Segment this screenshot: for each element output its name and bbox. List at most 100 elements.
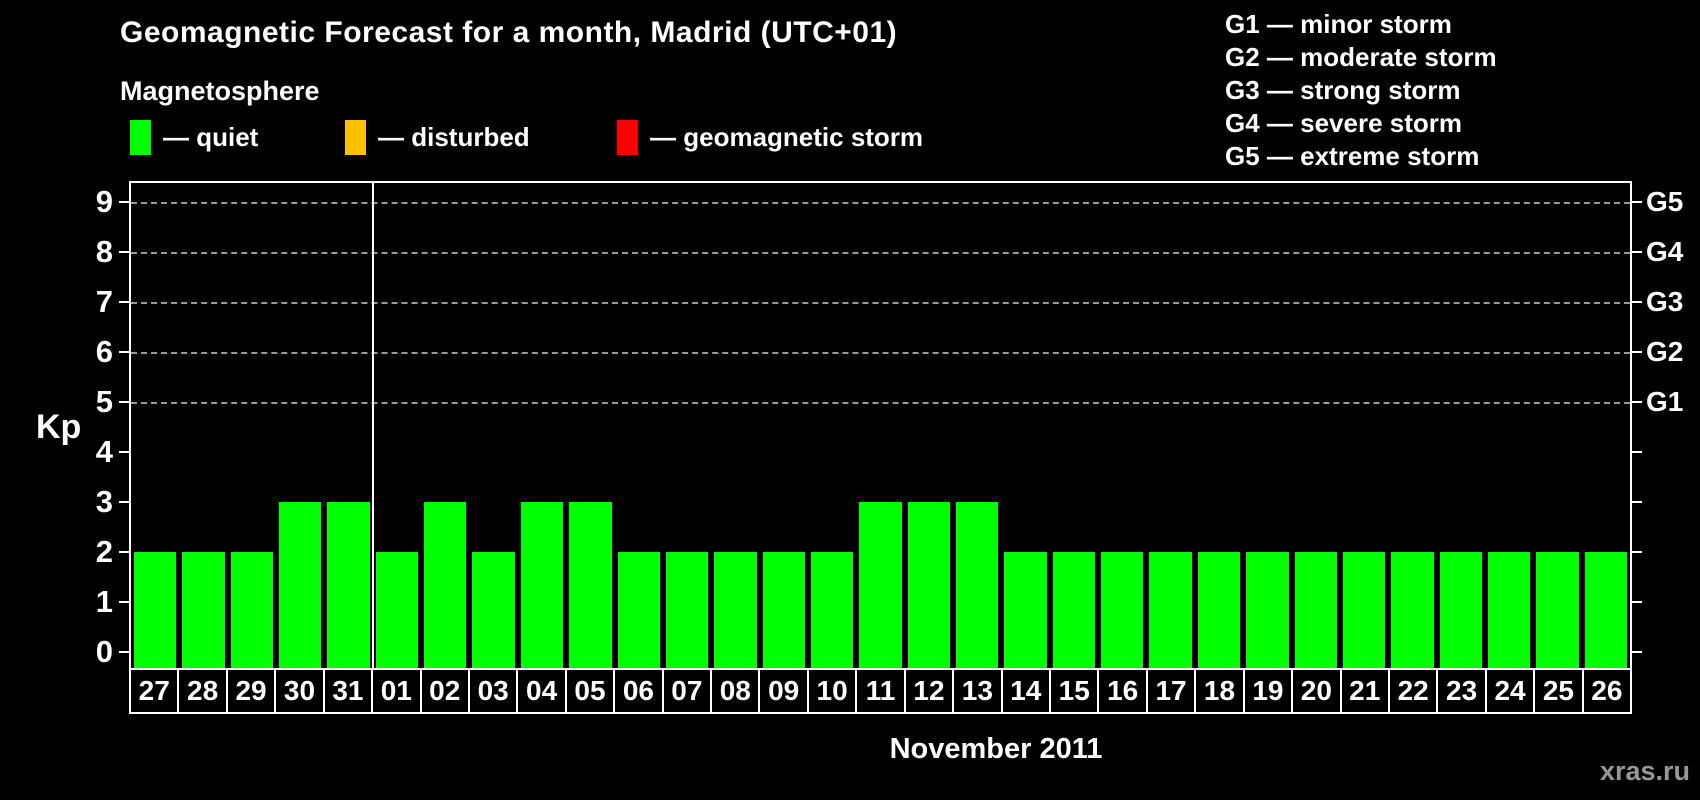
storm-legend-line-3: G3 — strong storm bbox=[1225, 75, 1461, 105]
right-axis-label-G1: G1 bbox=[1646, 386, 1684, 417]
kp-bar-day-16 bbox=[1101, 552, 1144, 668]
legend-label-disturbed: — disturbed bbox=[378, 122, 530, 152]
y-tick-right-6 bbox=[1630, 351, 1642, 353]
kp-bar-day-10 bbox=[810, 552, 854, 668]
y-tick-right-8 bbox=[1630, 251, 1642, 253]
day-cell-20: 20 bbox=[1291, 668, 1342, 714]
kp-bar-day-01 bbox=[375, 552, 419, 668]
y-axis-title: Kp bbox=[36, 408, 82, 446]
gridline-kp8 bbox=[131, 252, 1630, 254]
y-tick-left-3 bbox=[119, 501, 131, 503]
kp-bar-day-12 bbox=[907, 502, 951, 668]
y-tick-left-1 bbox=[119, 601, 131, 603]
day-cell-04: 04 bbox=[516, 668, 567, 714]
kp-bar-day-09 bbox=[762, 552, 805, 668]
y-tick-right-4 bbox=[1630, 451, 1642, 453]
y-tick-label-1: 1 bbox=[95, 584, 113, 619]
day-cell-28: 28 bbox=[177, 668, 228, 714]
kp-bar-day-18 bbox=[1197, 552, 1241, 668]
chart-title: Geomagnetic Forecast for a month, Madrid… bbox=[120, 16, 898, 49]
kp-bar-day-29 bbox=[230, 552, 274, 668]
day-cell-11: 11 bbox=[855, 668, 906, 714]
kp-bar-day-17 bbox=[1149, 552, 1192, 668]
y-tick-label-0: 0 bbox=[95, 634, 113, 669]
gridline-kp5 bbox=[131, 402, 1630, 404]
y-tick-label-4: 4 bbox=[95, 434, 113, 469]
right-axis-label-G4: G4 bbox=[1646, 236, 1684, 267]
y-tick-right-5 bbox=[1630, 401, 1642, 403]
legend-item-disturbed: — disturbed bbox=[345, 120, 530, 155]
right-axis-label-G3: G3 bbox=[1646, 286, 1684, 317]
geomagnetic-storm-color-swatch bbox=[617, 120, 638, 155]
day-cell-29: 29 bbox=[225, 668, 277, 714]
day-cell-27: 27 bbox=[129, 668, 180, 714]
day-cell-03: 03 bbox=[467, 668, 519, 714]
y-tick-right-2 bbox=[1630, 551, 1642, 553]
legend-item-quiet: — quiet bbox=[130, 120, 258, 155]
day-cell-18: 18 bbox=[1194, 668, 1245, 714]
y-tick-label-5: 5 bbox=[95, 384, 113, 419]
watermark: xras.ru bbox=[1599, 756, 1690, 786]
kp-bar-day-23 bbox=[1439, 552, 1482, 668]
month-boundary-line bbox=[371, 183, 374, 668]
day-cell-21: 21 bbox=[1339, 668, 1390, 714]
y-tick-label-7: 7 bbox=[95, 284, 113, 319]
storm-legend-line-5: G5 — extreme storm bbox=[1225, 141, 1480, 171]
kp-bar-day-20 bbox=[1294, 552, 1337, 668]
kp-bar-day-05 bbox=[569, 502, 612, 668]
legend-label-geomagnetic-storm: — geomagnetic storm bbox=[650, 122, 924, 152]
kp-bar-day-24 bbox=[1487, 552, 1531, 668]
day-cell-01: 01 bbox=[371, 668, 422, 714]
kp-bar-day-28 bbox=[182, 552, 225, 668]
y-tick-left-7 bbox=[119, 301, 131, 303]
legend-item-geomagnetic-storm: — geomagnetic storm bbox=[617, 120, 923, 155]
day-cell-15: 15 bbox=[1049, 668, 1100, 714]
gridline-kp6 bbox=[131, 352, 1630, 354]
day-cell-24: 24 bbox=[1484, 668, 1536, 714]
day-cell-14: 14 bbox=[1000, 668, 1052, 714]
kp-bar-day-02 bbox=[424, 502, 467, 668]
kp-bar-day-25 bbox=[1536, 552, 1579, 668]
day-cell-09: 09 bbox=[758, 668, 809, 714]
storm-legend-line-2: G2 — moderate storm bbox=[1225, 42, 1497, 72]
gridline-kp7 bbox=[131, 302, 1630, 304]
day-cell-06: 06 bbox=[613, 668, 664, 714]
right-axis-label-G5: G5 bbox=[1646, 186, 1684, 217]
plot-area bbox=[129, 181, 1632, 670]
plot-canvas bbox=[131, 183, 1630, 668]
y-tick-right-3 bbox=[1630, 501, 1642, 503]
disturbed-color-swatch bbox=[345, 120, 366, 155]
day-cell-07: 07 bbox=[661, 668, 713, 714]
day-cell-22: 22 bbox=[1387, 668, 1439, 714]
x-axis-day-labels: 27 28 29 30 31 01 02 03 04 05 06 07 08 09 10 11 12 13 14 15… bbox=[129, 668, 1633, 714]
y-tick-label-8: 8 bbox=[95, 234, 113, 269]
y-tick-left-4 bbox=[119, 451, 131, 453]
y-tick-right-0 bbox=[1630, 651, 1642, 653]
day-cell-16: 16 bbox=[1097, 668, 1148, 714]
day-cell-13: 13 bbox=[952, 668, 1003, 714]
day-cell-05: 05 bbox=[564, 668, 616, 714]
y-tick-right-7 bbox=[1630, 301, 1642, 303]
day-cell-10: 10 bbox=[806, 668, 858, 714]
day-cell-17: 17 bbox=[1145, 668, 1197, 714]
kp-bar-day-04 bbox=[520, 502, 564, 668]
day-cell-25: 25 bbox=[1533, 668, 1584, 714]
y-tick-label-9: 9 bbox=[95, 184, 113, 219]
kp-bar-day-19 bbox=[1246, 552, 1289, 668]
y-tick-label-2: 2 bbox=[95, 534, 113, 569]
y-tick-left-8 bbox=[119, 251, 131, 253]
kp-bar-day-31 bbox=[327, 502, 370, 668]
day-cell-19: 19 bbox=[1242, 668, 1294, 714]
kp-bar-day-22 bbox=[1391, 552, 1434, 668]
kp-bar-day-21 bbox=[1342, 552, 1386, 668]
kp-bar-day-08 bbox=[714, 552, 757, 668]
day-cell-26: 26 bbox=[1581, 668, 1633, 714]
y-tick-right-1 bbox=[1630, 601, 1642, 603]
magnetosphere-subtitle: Magnetosphere bbox=[120, 76, 320, 106]
kp-bar-day-13 bbox=[956, 502, 999, 668]
y-tick-right-9 bbox=[1630, 201, 1642, 203]
kp-bar-day-11 bbox=[859, 502, 902, 668]
kp-bar-day-27 bbox=[134, 552, 177, 668]
y-tick-left-6 bbox=[119, 351, 131, 353]
